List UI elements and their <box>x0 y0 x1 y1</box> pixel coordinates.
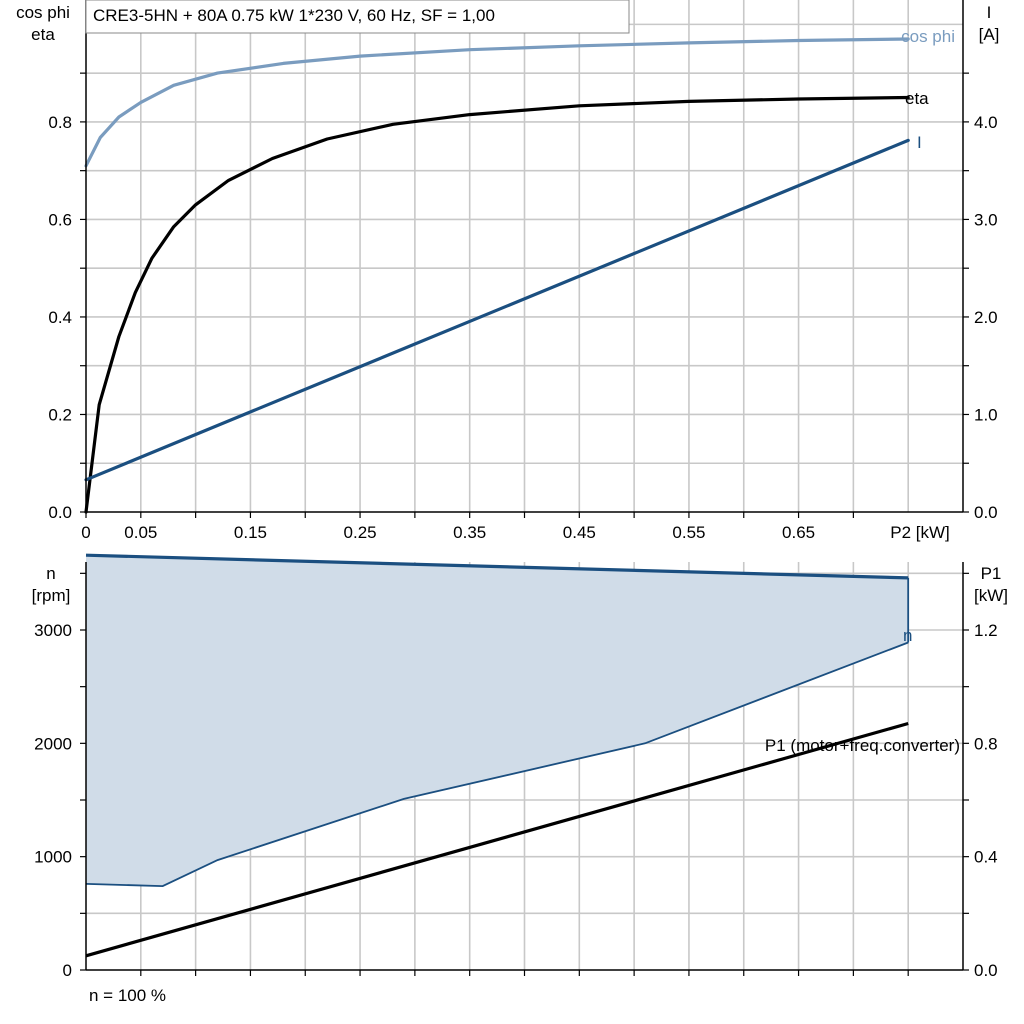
left-y-tick-label: 0.8 <box>48 113 72 132</box>
bottom-left-tick-label: 1000 <box>34 848 72 867</box>
x-tick-label: 0.25 <box>344 523 377 542</box>
bottom-chart: 0 1000 2000 3000 0.0 0.4 0.8 1.2 n [rpm] P1 [kW… <box>32 553 1008 1005</box>
right-y-tick-label: 0.0 <box>974 503 998 522</box>
bottom-left-tick-label: 0 <box>63 961 72 980</box>
right-y-tick-label: 1.0 <box>974 405 998 424</box>
p1-power-line <box>85 721 909 958</box>
bottom-right-label-2: [kW] <box>974 586 1008 605</box>
I-line <box>84 138 910 482</box>
top-grid <box>86 0 963 512</box>
top-right-label-2: [A] <box>979 25 1000 44</box>
x-tick-label: 0.05 <box>124 523 157 542</box>
bottom-right-tick-label: 1.2 <box>974 621 998 640</box>
x-tick-label: 0 <box>81 523 90 542</box>
x-tick-label: 0.15 <box>234 523 267 542</box>
left-y-tick-label: 0.2 <box>48 405 72 424</box>
left-y-tick-label: 0.0 <box>48 503 72 522</box>
bottom-left-tick-label: 2000 <box>34 734 72 753</box>
eta-series-label: eta <box>905 89 929 108</box>
top-right-label-1: I <box>987 3 992 22</box>
speed-series-label: n <box>903 626 912 645</box>
right-y-tick-label: 3.0 <box>974 210 998 229</box>
bottom-left-label-2: [rpm] <box>32 586 71 605</box>
right-y-tick-label: 2.0 <box>974 308 998 327</box>
right-y-tick-label: 4.0 <box>974 113 998 132</box>
bottom-left-label-1: n <box>46 564 55 583</box>
bottom-right-tick-label: 0.4 <box>974 848 998 867</box>
x-tick-label: 0.35 <box>453 523 486 542</box>
chart-title: CRE3-5HN + 80A 0.75 kW 1*230 V, 60 Hz, S… <box>93 6 495 25</box>
bottom-right-label-1: P1 <box>981 564 1002 583</box>
x-tick-label: 0.55 <box>672 523 705 542</box>
title-box <box>85 0 630 34</box>
speed-footnote: n = 100 % <box>89 986 166 1005</box>
x-tick-label: 0.65 <box>782 523 815 542</box>
top-left-label-2: eta <box>31 25 55 44</box>
top-ticks: 0 0.05 0.15 0.25 0.35 0.45 0.55 0.65 0.0 0.2 0.4 0.… <box>48 72 998 542</box>
left-y-tick-label: 0.4 <box>48 308 72 327</box>
x-tick-label: 0.45 <box>563 523 596 542</box>
speed-max-line <box>85 553 909 580</box>
cos-phi-series-label: cos phi <box>901 27 955 46</box>
left-y-tick-label: 0.6 <box>48 210 72 229</box>
p1-series-label: P1 (motor+freq.converter) <box>765 736 960 755</box>
bottom-series-group <box>85 553 910 958</box>
top-chart: 0 0.05 0.15 0.25 0.35 0.45 0.55 0.65 0.0 0.2 0.4 0.… <box>16 0 999 542</box>
bottom-right-tick-label: 0.0 <box>974 961 998 980</box>
x-axis-label: P2 [kW] <box>890 523 950 542</box>
bottom-left-tick-label: 3000 <box>34 621 72 640</box>
top-left-label-1: cos phi <box>16 3 70 22</box>
eta-line <box>84 95 910 514</box>
cos-phi-line <box>84 37 910 168</box>
current-series-label: I <box>917 133 922 152</box>
speed-min-line <box>85 641 909 888</box>
top-series-group <box>84 37 910 514</box>
bottom-ticks: 0 1000 2000 3000 0.0 0.4 0.8 1.2 <box>34 572 998 980</box>
bottom-right-tick-label: 0.8 <box>974 734 998 753</box>
speed-range-area <box>86 555 909 887</box>
